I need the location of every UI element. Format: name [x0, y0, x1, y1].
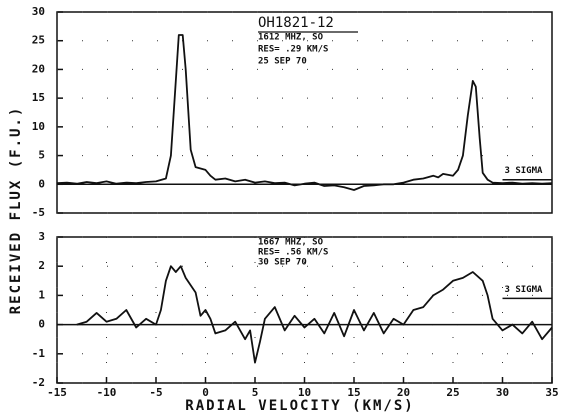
annotation: 30 SEP 70 — [258, 258, 307, 268]
y-tick-label: 0 — [38, 177, 45, 190]
y-tick-label: -2 — [32, 376, 45, 389]
x-tick-label: -5 — [149, 386, 162, 399]
y-tick-label: -5 — [32, 206, 45, 219]
plot-frame — [56, 11, 553, 214]
x-tick-label: 5 — [252, 386, 259, 399]
x-tick-label: 10 — [298, 386, 311, 399]
x-tick-label: 35 — [545, 386, 558, 399]
y-tick-label: 3 — [38, 230, 45, 243]
y-tick-label: 0 — [38, 318, 45, 331]
annotation: 1612 MHZ, SO — [258, 33, 324, 43]
y-tick-label: 20 — [32, 62, 45, 75]
sigma-label: 3 SIGMA — [505, 285, 544, 295]
x-tick-label: -15 — [47, 386, 67, 399]
x-tick-label: 25 — [446, 386, 459, 399]
x-tick-label: -10 — [97, 386, 117, 399]
annotation: RES= .56 KM/S — [258, 248, 328, 258]
series-line — [56, 34, 553, 191]
x-tick-label: 15 — [347, 386, 360, 399]
x-tick-label: 0 — [202, 386, 209, 399]
annotation: 25 SEP 70 — [258, 57, 307, 67]
x-axis-label: RADIAL VELOCITY (KM/S) — [185, 398, 414, 414]
y-tick-label: 15 — [32, 91, 45, 104]
annotation: RES= .29 KM/S — [258, 45, 328, 55]
series-line — [76, 265, 553, 364]
sigma-label: 3 SIGMA — [505, 166, 544, 176]
x-tick-label: 30 — [496, 386, 509, 399]
y-axis-label: RECEIVED FLUX (F.U.) — [8, 106, 24, 315]
x-tick-label: 20 — [397, 386, 410, 399]
y-tick-label: 10 — [32, 120, 45, 133]
y-tick-label: 30 — [32, 5, 45, 18]
y-tick-label: 25 — [32, 34, 45, 47]
y-tick-label: 2 — [38, 259, 45, 272]
annotation: 1667 MHZ, SO — [258, 238, 324, 248]
y-tick-label: 1 — [38, 288, 45, 301]
y-tick-label: -1 — [32, 347, 46, 360]
annotation: OH1821-12 — [258, 15, 334, 31]
y-tick-label: 5 — [38, 149, 45, 162]
